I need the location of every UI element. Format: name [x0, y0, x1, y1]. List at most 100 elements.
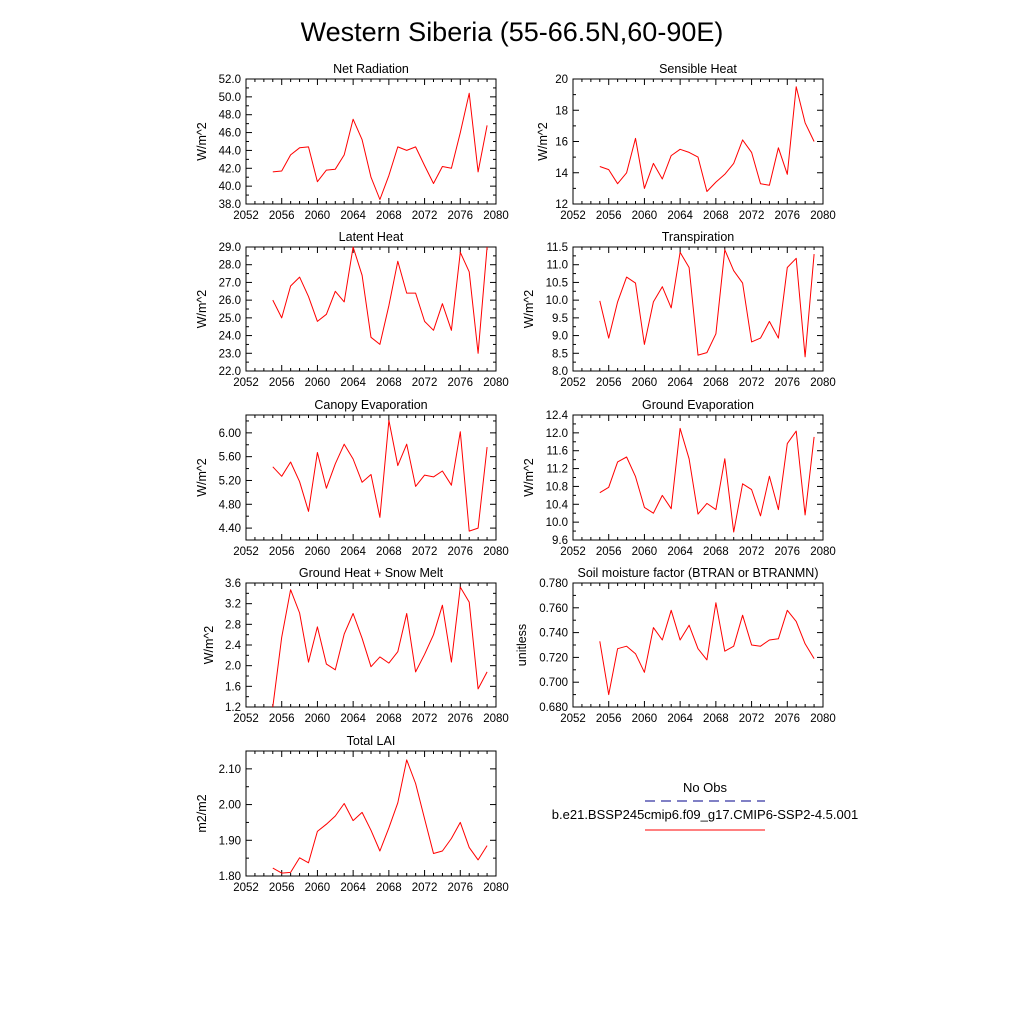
y-tick-label: 10.0	[546, 295, 568, 307]
x-tick-label: 2072	[412, 210, 438, 222]
y-tick-label: 44.0	[219, 145, 241, 157]
x-tick-label: 2072	[739, 377, 765, 389]
y-tick-label: 0.720	[539, 652, 568, 664]
y-axis-label: m2/m2	[195, 794, 209, 832]
x-tick-label: 2076	[774, 546, 800, 558]
x-tick-label: 2056	[269, 377, 295, 389]
y-tick-label: 11.6	[546, 446, 568, 458]
x-tick-label: 2060	[305, 377, 331, 389]
y-tick-label: 22.0	[219, 366, 241, 378]
y-tick-label: 1.80	[219, 871, 241, 883]
y-axis-label: unitless	[515, 624, 529, 666]
panel-1: Net Radiation 2052 2056 2060 2064 2068 2072 207…	[195, 62, 509, 222]
y-tick-label: 2.4	[225, 640, 242, 652]
y-tick-label: 23.0	[219, 348, 241, 360]
series-line-1	[599, 602, 815, 696]
x-tick-label: 2080	[810, 713, 836, 725]
x-tick-label: 2080	[483, 377, 509, 389]
y-tick-label: 38.0	[219, 199, 241, 211]
x-tick-label: 2068	[376, 882, 402, 894]
x-tick-label: 2072	[412, 713, 438, 725]
panel-title: Latent Heat	[339, 230, 404, 244]
series-line-1	[272, 586, 488, 708]
x-tick-label: 2064	[340, 210, 366, 222]
x-tick-label: 2076	[447, 546, 473, 558]
y-tick-label: 12.4	[546, 410, 569, 422]
y-tick-label: 10.0	[546, 517, 568, 529]
plot-frame	[572, 582, 824, 708]
x-tick-label: 2068	[376, 713, 402, 725]
y-tick-label: 29.0	[219, 242, 241, 254]
panel-title: Net Radiation	[333, 62, 409, 76]
x-tick-label: 2060	[632, 713, 658, 725]
y-axis-label: W/m^2	[195, 122, 209, 161]
x-tick-label: 2060	[305, 882, 331, 894]
y-tick-label: 28.0	[219, 260, 241, 272]
panel-title: Transpiration	[662, 230, 735, 244]
y-axis-label: W/m^2	[536, 122, 550, 161]
series-line-1	[599, 427, 815, 533]
y-tick-label: 18	[555, 105, 568, 117]
x-tick-label: 2052	[560, 210, 586, 222]
y-tick-label: 8.5	[552, 348, 568, 360]
x-tick-label: 2052	[233, 882, 259, 894]
panel-title: Ground Heat + Snow Melt	[299, 566, 444, 580]
x-tick-label: 2080	[810, 377, 836, 389]
y-tick-label: 9.0	[552, 331, 568, 343]
x-tick-label: 2060	[305, 713, 331, 725]
y-tick-label: 3.6	[225, 578, 241, 590]
y-tick-label: 24.0	[219, 331, 241, 343]
y-tick-label: 10.5	[546, 277, 568, 289]
x-tick-label: 2052	[233, 210, 259, 222]
y-axis-label: W/m^2	[522, 458, 536, 497]
y-tick-label: 6.00	[219, 428, 241, 440]
x-tick-label: 2056	[596, 713, 622, 725]
x-tick-label: 2080	[483, 546, 509, 558]
panels-container: Net Radiation 2052 2056 2060 2064 2068 2072 207…	[195, 62, 836, 894]
x-tick-label: 2052	[560, 713, 586, 725]
x-tick-label: 2052	[560, 546, 586, 558]
x-tick-label: 2064	[340, 546, 366, 558]
y-tick-label: 2.8	[225, 619, 241, 631]
x-tick-label: 2056	[269, 210, 295, 222]
y-tick-label: 2.0	[225, 661, 241, 673]
y-tick-label: 11.2	[546, 464, 568, 476]
legend-model-label: b.e21.BSSP245cmip6.f09_g17.CMIP6-SSP2-4.…	[552, 807, 858, 822]
x-tick-label: 2080	[810, 210, 836, 222]
x-tick-label: 2068	[703, 546, 729, 558]
y-axis-label: W/m^2	[202, 626, 216, 665]
x-tick-label: 2072	[739, 210, 765, 222]
x-tick-label: 2060	[632, 546, 658, 558]
x-tick-label: 2064	[340, 713, 366, 725]
x-tick-label: 2060	[632, 210, 658, 222]
y-tick-label: 1.2	[225, 702, 241, 714]
y-tick-label: 4.80	[219, 499, 241, 511]
plot-frame	[245, 750, 497, 877]
x-tick-label: 2068	[376, 546, 402, 558]
y-tick-label: 0.680	[539, 702, 568, 714]
x-tick-label: 2068	[703, 210, 729, 222]
series-line-1	[599, 249, 815, 358]
y-tick-label: 10.8	[546, 481, 568, 493]
y-tick-label: 50.0	[219, 92, 241, 104]
y-tick-label: 20	[555, 74, 568, 86]
panel-2: Sensible Heat 2052 2056 2060 2064 2068 2072 207…	[536, 62, 836, 222]
plot-frame	[572, 414, 824, 541]
y-tick-label: 0.780	[539, 578, 568, 590]
panel-title: Canopy Evaporation	[314, 398, 427, 412]
panel-7: Ground Heat + Snow Melt 2052 2056 2060 2064 2…	[202, 566, 509, 725]
panel-8: Soil moisture factor (BTRAN or BTRANMN) 2…	[515, 566, 836, 725]
panel-4: Transpiration 2052 2056 2060 2064 2068 2072 207…	[522, 230, 836, 389]
x-tick-label: 2068	[376, 210, 402, 222]
y-tick-label: 2.10	[219, 764, 241, 776]
x-tick-label: 2064	[340, 882, 366, 894]
x-tick-label: 2064	[667, 546, 693, 558]
y-tick-label: 27.0	[219, 277, 241, 289]
x-tick-label: 2052	[233, 713, 259, 725]
y-tick-label: 5.60	[219, 452, 241, 464]
x-tick-label: 2076	[774, 210, 800, 222]
legend: No Obs b.e21.BSSP245cmip6.f09_g17.CMIP6-…	[552, 780, 858, 831]
x-tick-label: 2072	[412, 882, 438, 894]
panel-title: Ground Evaporation	[642, 398, 754, 412]
